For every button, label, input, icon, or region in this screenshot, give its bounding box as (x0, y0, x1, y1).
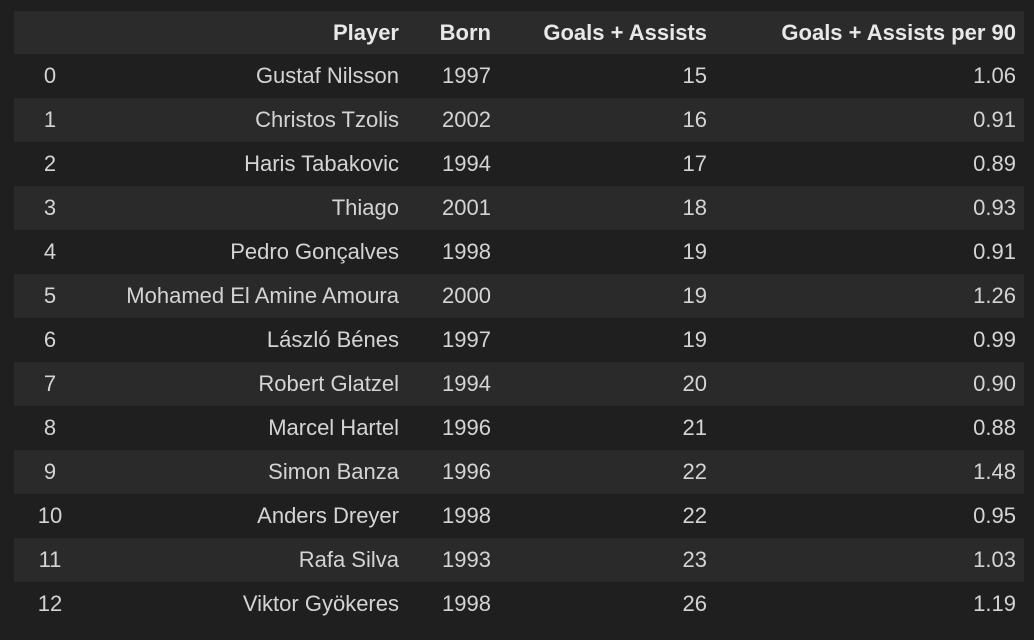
cell-goals-assists-per-90: 0.95 (715, 494, 1024, 538)
header-row: Player Born Goals + Assists Goals + Assi… (14, 11, 1024, 54)
row-index: 0 (14, 54, 72, 98)
row-index: 11 (14, 538, 72, 582)
table-row: 10 Anders Dreyer 1998 22 0.95 (14, 494, 1024, 538)
table-row: 7 Robert Glatzel 1994 20 0.90 (14, 362, 1024, 406)
table-row: 8 Marcel Hartel 1996 21 0.88 (14, 406, 1024, 450)
table-row: 9 Simon Banza 1996 22 1.48 (14, 450, 1024, 494)
cell-born: 1993 (407, 538, 499, 582)
row-index: 1 (14, 98, 72, 142)
cell-player: László Bénes (72, 318, 407, 362)
table-row: 12 Viktor Gyökeres 1998 26 1.19 (14, 582, 1024, 626)
cell-goals-assists-per-90: 0.99 (715, 318, 1024, 362)
table-row: 2 Haris Tabakovic 1994 17 0.89 (14, 142, 1024, 186)
cell-goals-assists-per-90: 0.90 (715, 362, 1024, 406)
cell-player: Anders Dreyer (72, 494, 407, 538)
table-header: Player Born Goals + Assists Goals + Assi… (14, 11, 1024, 54)
cell-born: 1996 (407, 406, 499, 450)
header-goals-assists-per-90: Goals + Assists per 90 (715, 11, 1024, 54)
cell-goals-assists: 22 (499, 450, 715, 494)
cell-goals-assists: 19 (499, 318, 715, 362)
row-index: 4 (14, 230, 72, 274)
header-born: Born (407, 11, 499, 54)
cell-born: 1998 (407, 230, 499, 274)
cell-goals-assists-per-90: 1.06 (715, 54, 1024, 98)
cell-player: Gustaf Nilsson (72, 54, 407, 98)
table-row: 4 Pedro Gonçalves 1998 19 0.91 (14, 230, 1024, 274)
row-index: 5 (14, 274, 72, 318)
cell-player: Marcel Hartel (72, 406, 407, 450)
row-index: 9 (14, 450, 72, 494)
cell-goals-assists: 20 (499, 362, 715, 406)
cell-goals-assists-per-90: 0.91 (715, 230, 1024, 274)
table-row: 0 Gustaf Nilsson 1997 15 1.06 (14, 54, 1024, 98)
cell-goals-assists-per-90: 0.88 (715, 406, 1024, 450)
cell-player: Haris Tabakovic (72, 142, 407, 186)
row-index: 10 (14, 494, 72, 538)
table-row: 6 László Bénes 1997 19 0.99 (14, 318, 1024, 362)
cell-goals-assists-per-90: 0.93 (715, 186, 1024, 230)
cell-goals-assists-per-90: 0.89 (715, 142, 1024, 186)
cell-goals-assists: 21 (499, 406, 715, 450)
cell-goals-assists-per-90: 1.26 (715, 274, 1024, 318)
header-player: Player (72, 11, 407, 54)
cell-player: Pedro Gonçalves (72, 230, 407, 274)
cell-goals-assists: 15 (499, 54, 715, 98)
cell-goals-assists-per-90: 1.48 (715, 450, 1024, 494)
cell-born: 1997 (407, 318, 499, 362)
cell-goals-assists-per-90: 1.19 (715, 582, 1024, 626)
dataframe-table: Player Born Goals + Assists Goals + Assi… (14, 11, 1024, 626)
cell-player: Mohamed El Amine Amoura (72, 274, 407, 318)
header-index (14, 11, 72, 54)
cell-born: 1994 (407, 362, 499, 406)
table-row: 3 Thiago 2001 18 0.93 (14, 186, 1024, 230)
table-row: 11 Rafa Silva 1993 23 1.03 (14, 538, 1024, 582)
cell-goals-assists-per-90: 1.03 (715, 538, 1024, 582)
cell-born: 1998 (407, 494, 499, 538)
cell-born: 2001 (407, 186, 499, 230)
row-index: 7 (14, 362, 72, 406)
cell-goals-assists: 18 (499, 186, 715, 230)
cell-goals-assists: 19 (499, 274, 715, 318)
cell-born: 2000 (407, 274, 499, 318)
table-row: 1 Christos Tzolis 2002 16 0.91 (14, 98, 1024, 142)
cell-player: Viktor Gyökeres (72, 582, 407, 626)
row-index: 12 (14, 582, 72, 626)
cell-goals-assists: 16 (499, 98, 715, 142)
table-body: 0 Gustaf Nilsson 1997 15 1.06 1 Christos… (14, 54, 1024, 626)
cell-born: 1996 (407, 450, 499, 494)
cell-born: 2002 (407, 98, 499, 142)
table-row: 5 Mohamed El Amine Amoura 2000 19 1.26 (14, 274, 1024, 318)
header-goals-assists: Goals + Assists (499, 11, 715, 54)
cell-player: Simon Banza (72, 450, 407, 494)
cell-goals-assists: 22 (499, 494, 715, 538)
cell-goals-assists: 17 (499, 142, 715, 186)
cell-born: 1994 (407, 142, 499, 186)
cell-player: Thiago (72, 186, 407, 230)
row-index: 3 (14, 186, 72, 230)
dataframe-output: Player Born Goals + Assists Goals + Assi… (14, 11, 1024, 626)
cell-goals-assists: 23 (499, 538, 715, 582)
cell-player: Christos Tzolis (72, 98, 407, 142)
cell-player: Rafa Silva (72, 538, 407, 582)
cell-goals-assists: 26 (499, 582, 715, 626)
cell-goals-assists-per-90: 0.91 (715, 98, 1024, 142)
row-index: 6 (14, 318, 72, 362)
cell-born: 1997 (407, 54, 499, 98)
cell-born: 1998 (407, 582, 499, 626)
row-index: 2 (14, 142, 72, 186)
row-index: 8 (14, 406, 72, 450)
cell-goals-assists: 19 (499, 230, 715, 274)
cell-player: Robert Glatzel (72, 362, 407, 406)
